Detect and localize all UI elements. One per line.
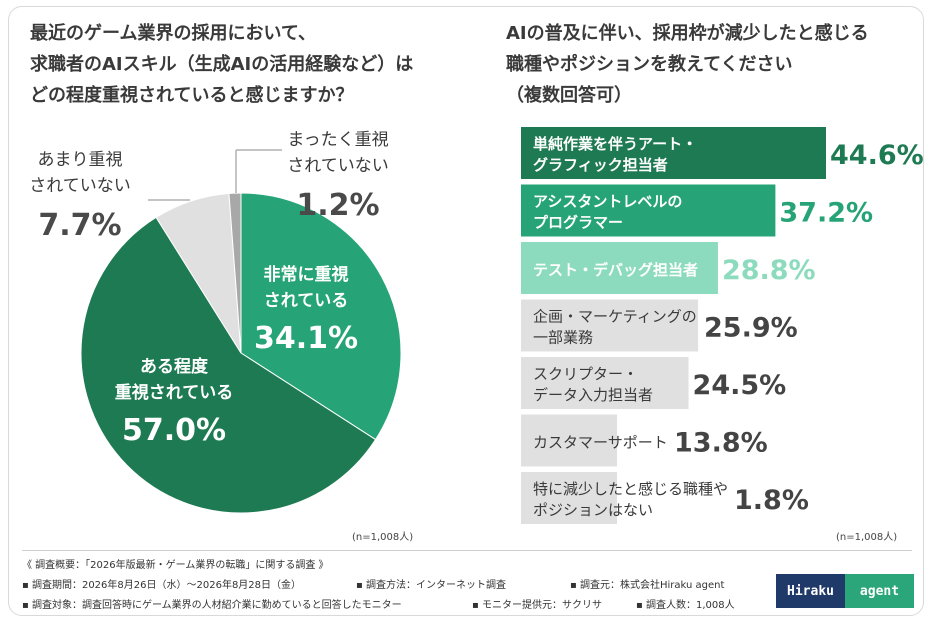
bar-value-label: 24.5%: [693, 370, 787, 401]
pie-slice-label: ある程度: [140, 356, 209, 377]
pie-slice-label: されている: [264, 291, 349, 311]
survey-method: ▪ 調査方法：インターネット調査: [356, 580, 506, 591]
pie-slice-label: されていない: [29, 176, 131, 196]
left-question: 最近のゲーム業界の採用において、 求職者のAIスキル（生成AIの活用経験など）は…: [30, 18, 413, 111]
bar-category-label: アシスタントレベルの: [533, 193, 682, 211]
bar-category-label: データ入力担当者: [533, 386, 653, 404]
bar-value-label: 13.8%: [674, 428, 768, 459]
left-question-line: どの程度重視されていると感じますか？: [30, 85, 354, 106]
pie-slice: [240, 192, 402, 441]
bar: [521, 299, 699, 352]
pie-slice: [80, 216, 377, 514]
right-question: AIの普及に伴い、採用枠が減少したと感じる 職種やポジションを教えてください （…: [506, 18, 869, 111]
survey-period: ▪ 調査期間：2026年8月26日（水）〜2026年8月28日（金）: [22, 580, 302, 591]
pie-slice-label: 重視されている: [115, 382, 234, 403]
bar-category-label: スクリプター・: [533, 365, 638, 383]
bar: [521, 472, 617, 524]
pie-slice-label: まったく重視: [287, 130, 388, 150]
bar-value-label: 28.8%: [722, 255, 816, 286]
left-question-line: 最近のゲーム業界の採用において、: [30, 23, 317, 44]
footer-divider: [22, 550, 912, 551]
bar-category-label: ポジションはない: [533, 501, 653, 519]
hiraku-agent-logo: Hiraku agent: [776, 574, 914, 608]
bar-category-label: テスト・デバッグ担当者: [533, 261, 698, 279]
pie-n-note: (n=1,008人): [352, 532, 414, 543]
logo-right: agent: [845, 574, 914, 608]
right-question-line: 職種やポジションを教えてください: [506, 54, 793, 75]
survey-target: ▪ 調査対象：調査回答時にゲーム業界の人材紹介業に勤めていると回答したモニター: [22, 600, 402, 611]
bar-n-note: (n=1,008人): [836, 532, 898, 543]
right-question-line: （複数回答可）: [506, 85, 632, 106]
bar-category-label: 特に減少したと感じる職種や: [533, 480, 728, 498]
pie-slice-value: 1.2%: [296, 188, 379, 223]
pie-slice: [228, 192, 242, 354]
bar: [521, 242, 718, 294]
pie-slice-value: 57.0%: [122, 413, 226, 448]
bar-value-label: 37.2%: [779, 198, 873, 229]
survey-source: ▪ 調査元：株式会社Hiraku agent: [570, 580, 725, 591]
bar: [521, 127, 826, 179]
right-question-line: AIの普及に伴い、採用枠が減少したと感じる: [506, 23, 869, 44]
survey-count: ▪ 調査人数：1,008人: [636, 600, 735, 611]
bar-category-label: 企画・マーケティングの: [533, 308, 697, 326]
bar-value-label: 25.9%: [704, 313, 798, 344]
pie-slice-label: されていない: [287, 156, 389, 176]
bar: [521, 414, 617, 467]
bar-category-label: カスタマーサポート: [533, 434, 668, 452]
logo-left: Hiraku: [776, 574, 845, 608]
pie-slice-label: 非常に重視: [264, 264, 349, 285]
left-question-line: 求職者のAIスキル（生成AIの活用経験など）は: [30, 54, 414, 75]
bar-category-label: 一部業務: [533, 329, 593, 347]
bar-category-label: グラフィック担当者: [533, 156, 668, 174]
bar-category-label: プログラマー: [533, 214, 623, 232]
bar: [521, 357, 689, 409]
pie-slice-value: 7.7%: [38, 208, 121, 243]
survey-summary: 《 調査概要：「2026年版最新・ゲーム業界の転職」に関する調査 》: [22, 560, 329, 571]
survey-provider: ▪ モニター提供元：サクリサ: [472, 600, 602, 611]
bar-category-label: 単純作業を伴うアート・: [533, 135, 697, 153]
pie-slice-value: 34.1%: [254, 321, 358, 356]
bar-value-label: 1.8%: [734, 485, 809, 516]
bar: [521, 184, 776, 237]
bar-value-label: 44.6%: [830, 140, 924, 171]
pie-slice-label: あまり重視: [38, 150, 123, 170]
